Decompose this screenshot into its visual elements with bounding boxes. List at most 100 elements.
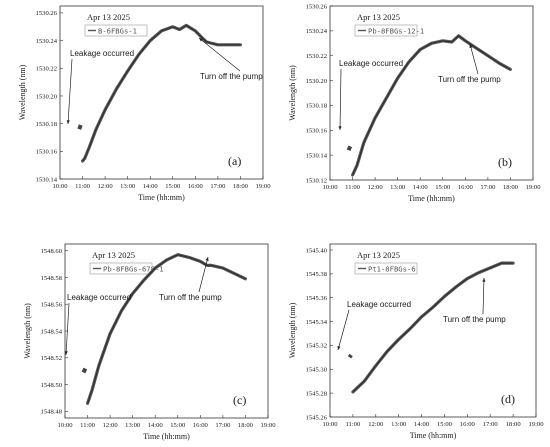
x-axis-title: Time (hh:mm) — [138, 193, 185, 202]
chart-panel-b: 10:00 11:00 12:00 13:00 14:00 15:00 16:00 17:00… — [288, 3, 541, 203]
y-tick-label: 1545.34 — [306, 319, 328, 326]
series-line-core — [352, 262, 514, 393]
x-tick-label: 11:00 — [80, 422, 95, 429]
y-tick-label: 1530.20 — [306, 78, 328, 85]
y-tick-label: 1530.16 — [306, 128, 328, 135]
x-tick-label: 14:00 — [414, 421, 430, 428]
leak-segment — [347, 353, 353, 359]
y-tick-label: 1530.24 — [36, 38, 58, 45]
y-tick-label: 1548.60 — [41, 248, 63, 255]
y-tick-label: 1545.40 — [306, 247, 328, 254]
y-tick-label: 1530.16 — [36, 149, 58, 156]
annotation-arrowhead — [66, 120, 70, 124]
x-axis-title: Time (hh:mm) — [408, 194, 455, 203]
leakage-annotation: Leakage occurred — [67, 293, 131, 302]
annotation-arrowhead — [469, 44, 473, 48]
x-tick-label: 19:00 — [255, 183, 271, 190]
y-tick-label: 1530.22 — [36, 66, 57, 73]
leak-segment — [346, 145, 353, 152]
chart-panel-d: 10:00 11:00 12:00 13:00 14:00 15:00 16:00 17:00… — [288, 243, 544, 440]
x-tick-label: 17:00 — [215, 422, 231, 429]
legend-box — [84, 24, 148, 37]
annotation-arrowhead — [338, 126, 342, 130]
leakage-annotation: Leakage occurred — [70, 49, 134, 58]
x-tick-label: 10:00 — [52, 183, 68, 190]
leakage-annotation: Leakage occurred — [339, 59, 403, 68]
y-tick-label: 1545.36 — [306, 295, 328, 302]
x-tick-label: 13:00 — [125, 422, 141, 429]
x-tick-label: 14:00 — [413, 184, 429, 191]
x-tick-label: 15:00 — [170, 422, 186, 429]
date-label: Apr 13 2025 — [357, 12, 400, 22]
x-tick-label: 19:00 — [525, 184, 541, 191]
y-tick-label: 1548.56 — [41, 302, 63, 309]
x-tick-label: 12:00 — [368, 184, 384, 191]
annotation-arrow-line — [198, 256, 209, 293]
x-tick-label: 12:00 — [103, 422, 119, 429]
pump-annotation: Turn off the pump — [200, 72, 263, 81]
pump-annotation: Turn off the pump — [443, 315, 506, 324]
x-tick-label: 16:00 — [188, 183, 204, 190]
plot-frame — [329, 243, 537, 418]
annotation-arrowhead — [199, 38, 203, 42]
annotation-arrowhead — [205, 257, 209, 261]
y-tick-label: 1548.48 — [41, 409, 63, 416]
series-line-core — [352, 35, 511, 176]
x-tick-label: 13:00 — [120, 183, 136, 190]
plot-frame — [329, 5, 534, 181]
pump-annotation: Turn off the pump — [438, 75, 501, 84]
y-axis-title: Wavelength (nm) — [288, 302, 297, 358]
date-label: Apr 13 2025 — [357, 250, 400, 260]
legend-box — [354, 24, 418, 37]
x-tick-label: 16:00 — [193, 422, 209, 429]
y-axis-title: Wavelength (nm) — [288, 65, 297, 121]
annotation-arrow-line — [482, 277, 485, 315]
x-tick-label: 10:00 — [322, 421, 338, 428]
x-tick-label: 14:00 — [148, 422, 164, 429]
x-axis-title: Time (hh:mm) — [410, 431, 457, 440]
legend-entry: Pb-8FBGs-678-1 — [103, 264, 164, 273]
y-tick-label: 1545.38 — [306, 271, 328, 278]
annotation-arrowhead — [337, 346, 341, 350]
x-tick-label: 12:00 — [368, 421, 384, 428]
x-tick-label: 17:00 — [483, 421, 499, 428]
series-line — [351, 34, 512, 177]
annotation-arrowhead — [64, 351, 68, 355]
y-tick-label: 1530.18 — [306, 103, 328, 110]
x-tick-label: 17:00 — [210, 183, 226, 190]
legend-box — [89, 262, 153, 275]
annotation-arrowhead — [482, 278, 486, 282]
x-tick-label: 19:00 — [528, 421, 544, 428]
annotation-arrow-line — [67, 58, 73, 125]
x-tick-label: 13:00 — [391, 421, 407, 428]
x-tick-label: 10:00 — [322, 184, 338, 191]
panel-label: (c) — [233, 393, 246, 407]
y-tick-label: 1548.58 — [41, 275, 63, 282]
x-tick-label: 15:00 — [437, 421, 453, 428]
y-tick-label: 1545.28 — [306, 390, 328, 397]
x-tick-label: 18:00 — [238, 422, 254, 429]
x-tick-label: 12:00 — [98, 183, 114, 190]
plot-frame — [59, 5, 264, 180]
annotation-arrow-line — [65, 302, 70, 356]
y-axis-title: Wavelength (nm) — [18, 64, 27, 120]
x-tick-label: 16:00 — [458, 184, 474, 191]
x-tick-label: 15:00 — [435, 184, 451, 191]
y-tick-label: 1545.26 — [306, 414, 328, 421]
y-tick-label: 1530.26 — [306, 3, 328, 10]
leak-segment — [77, 124, 83, 130]
x-tick-label: 11:00 — [75, 183, 90, 190]
y-tick-label: 1530.14 — [36, 176, 58, 183]
panel-label: (a) — [228, 154, 241, 168]
panel-label: (d) — [501, 392, 515, 406]
y-tick-label: 1530.24 — [306, 28, 328, 35]
y-axis-title: Wavelength (nm) — [23, 303, 32, 359]
y-tick-label: 1530.18 — [36, 121, 58, 128]
y-tick-label: 1545.32 — [306, 343, 327, 350]
x-tick-label: 14:00 — [143, 183, 159, 190]
annotation-arrow-line — [339, 68, 342, 131]
legend-entry: Pt1-8FBGs-6 — [368, 264, 416, 273]
series-line — [81, 23, 242, 163]
